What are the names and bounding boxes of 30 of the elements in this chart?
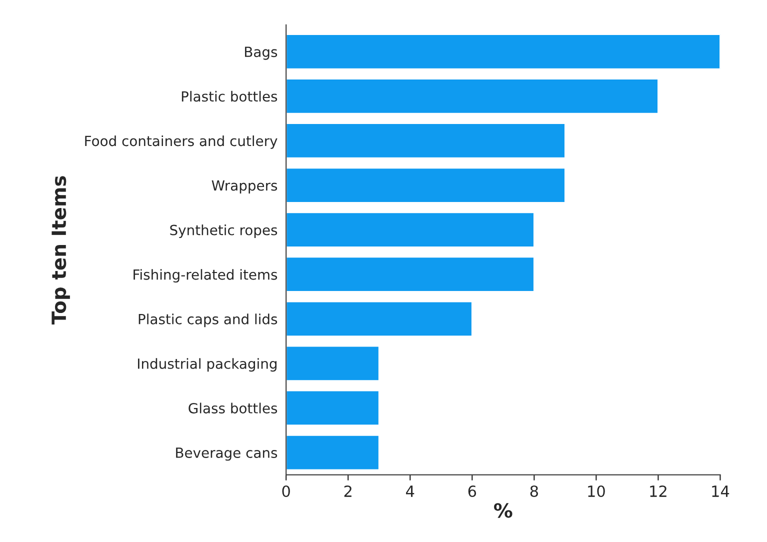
y-tick-label: Bags	[245, 46, 278, 60]
x-tick-label: 14	[712, 486, 730, 497]
bar	[286, 256, 535, 292]
x-tick-label: 10	[588, 485, 605, 498]
bar	[286, 434, 380, 471]
bar	[286, 78, 659, 114]
bar	[286, 390, 380, 426]
bar	[286, 122, 566, 159]
bar	[286, 300, 473, 337]
bar	[286, 212, 535, 248]
y-tick-label: Synthetic ropes	[170, 224, 278, 238]
x-tick-label: 0	[282, 485, 290, 498]
x-tick-label: 4	[406, 486, 414, 497]
y-tick-label: Wrappers	[212, 180, 278, 194]
x-axis-title: %	[494, 503, 512, 518]
x-tick-label: 8	[530, 485, 538, 498]
y-axis-title: Top ten Items	[52, 176, 70, 324]
y-tick-label: Fishing-related items	[134, 269, 278, 283]
y-tick-label: Plastic caps and lids	[138, 314, 278, 328]
x-tick-label: 12	[650, 485, 666, 497]
y-tick-label: Food containers and cutlery	[85, 135, 278, 149]
x-tick-label: 6	[468, 485, 476, 498]
y-tick-label: Industrial packaging	[138, 358, 276, 372]
bar	[286, 167, 566, 204]
bar	[286, 345, 380, 382]
y-tick-label: Beverage cans	[176, 448, 278, 461]
bar	[286, 34, 720, 70]
x-tick-label: 2	[344, 485, 352, 497]
y-tick-label: Plastic bottles	[182, 90, 278, 102]
y-tick-label: Glass bottles	[188, 402, 278, 414]
